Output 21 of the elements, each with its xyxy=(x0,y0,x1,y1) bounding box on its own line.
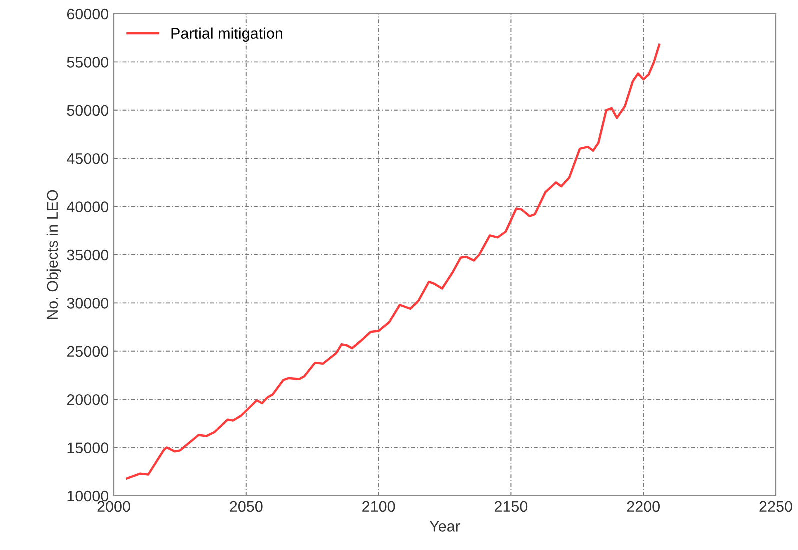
y-tick-label: 45000 xyxy=(67,153,109,164)
x-tick-label: 2000 xyxy=(98,501,130,512)
x-axis-title: Year xyxy=(430,521,460,532)
y-tick-label: 30000 xyxy=(67,298,109,309)
x-tick-label: 2150 xyxy=(494,501,528,512)
y-tick-label: 15000 xyxy=(68,442,109,454)
y-tick-label: 50000 xyxy=(67,105,109,116)
y-tick-label: 35000 xyxy=(67,250,109,261)
y-tick-label: 60000 xyxy=(67,8,109,20)
y-tick-label: 55000 xyxy=(67,57,109,68)
x-tick-label: 2200 xyxy=(627,501,660,512)
y-tick-label: 40000 xyxy=(67,202,109,212)
x-tick-label: 2050 xyxy=(230,501,263,512)
y-tick-label: 25000 xyxy=(67,346,109,358)
y-axis-title: No. Objects in LEO xyxy=(46,190,62,320)
line-series xyxy=(126,44,661,480)
x-tick-label: 2250 xyxy=(760,501,792,512)
x-tick-label: 2100 xyxy=(362,501,396,512)
legend-label: Partial mitigation xyxy=(172,28,282,42)
y-tick-label: 10000 xyxy=(68,490,109,502)
y-tick-label: 20000 xyxy=(67,394,109,406)
